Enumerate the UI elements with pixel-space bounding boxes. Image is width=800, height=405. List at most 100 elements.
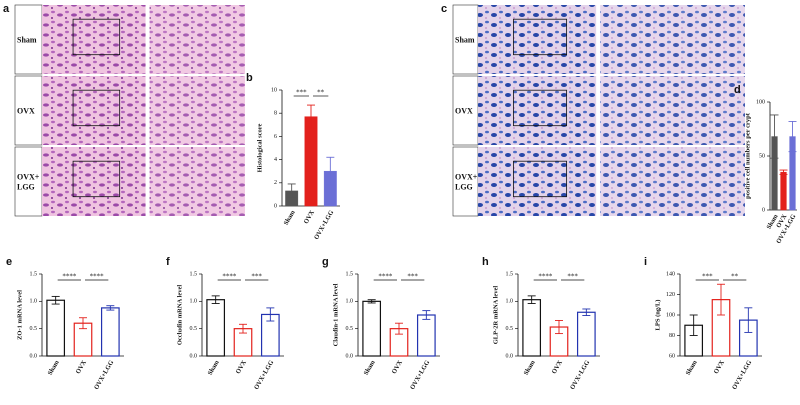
significance-label: *** [251,273,262,281]
panel-letter: f [166,256,170,268]
x-tick-label: OVX+LGG [313,209,335,241]
panel-letter: e [6,256,12,268]
bar [46,299,66,357]
zoom-box [513,18,568,56]
bar [304,116,318,207]
bar [780,171,787,211]
y-tick-label: 80 [669,333,675,339]
micrograph [42,5,146,74]
panel-letter: i [644,256,647,268]
row-label-cell [452,4,479,75]
micrograph [42,147,146,216]
x-tick-label: Sham [47,359,61,377]
y-tick-label: 0.5 [30,326,38,332]
x-tick-label: OVX+LGG [409,359,431,391]
x-tick-label: OVX [713,359,726,375]
micrograph-zoom [600,5,745,74]
panel-letter: h [482,256,489,268]
panel-letter: c [441,3,447,15]
y-tick-label: 60 [669,353,675,359]
row-label-cell [14,146,43,217]
significance-label: *** [407,273,418,281]
y-tick-label: 1.0 [30,299,38,305]
significance-label: *** [567,273,578,281]
y-axis-label: ZO-1 mRNA level [16,290,23,340]
micrograph-zoom [149,5,245,74]
y-tick-label: 120 [666,292,675,298]
bar [522,299,542,357]
significance-label: **** [62,273,77,281]
bar [416,314,436,357]
y-tick-label: 1.0 [506,299,514,305]
y-tick-label: 2 [274,180,277,186]
panel-letter: g [322,256,329,268]
x-tick-label: OVX+LGG [569,359,591,391]
y-tick-label: 1.5 [30,271,38,277]
y-axis-label: Occludin mRNA level [176,285,183,345]
y-axis-label: Claudin-1 mRNA level [332,283,339,346]
x-tick-label: OVX+LGG [253,359,275,391]
bar [100,307,120,357]
significance-label: **** [222,273,237,281]
y-tick-label: 6 [274,134,277,140]
bar [206,299,226,357]
x-tick-label: OVX [551,359,564,375]
x-tick-label: Sham [207,359,221,377]
bar [576,311,596,357]
y-tick-label: 4 [274,157,277,163]
significance-label: ** [731,273,739,281]
row-label: Sham [17,35,37,44]
y-tick-label: 8 [274,111,277,117]
row-label: OVX [17,106,35,115]
row-label: LGG [17,182,35,191]
zoom-box [72,89,121,127]
y-tick-label: 1.5 [190,271,198,277]
x-tick-label: Sham [523,359,537,377]
y-tick-label: 0.0 [190,353,198,359]
panel-letter: a [3,3,10,15]
significance-label: **** [90,273,105,281]
y-tick-label: 1.0 [190,299,198,305]
micrograph [478,76,597,145]
x-tick-label: Sham [363,359,377,377]
micrograph-zoom [600,147,745,216]
y-tick-label: 0 [762,207,765,213]
y-tick-label: 0.0 [30,353,38,359]
y-tick-label: 1.5 [506,271,514,277]
row-label: Sham [455,35,475,44]
y-tick-label: 10 [271,87,277,93]
row-label-cell [14,75,43,146]
y-tick-label: 0.5 [346,326,354,332]
y-tick-label: 50 [759,153,765,159]
y-tick-label: 1.0 [346,299,354,305]
x-tick-label: OVX+LGG [93,359,115,391]
y-tick-label: 1.5 [346,271,354,277]
zoom-box [72,18,121,56]
row-label-cell [452,146,479,217]
y-axis-label: LPS (ng/L) [654,300,661,331]
x-tick-label: OVX+LGG [731,359,753,391]
row-label-cell [14,4,43,75]
zoom-box [513,89,568,127]
significance-label: *** [702,273,713,281]
y-tick-label: 100 [756,99,765,105]
x-tick-label: OVX [303,209,316,225]
x-tick-label: OVX [391,359,404,375]
significance-label: **** [378,273,393,281]
x-tick-label: Sham [685,359,699,377]
bar [362,300,382,357]
micrograph-zoom [149,76,245,145]
micrograph [42,76,146,145]
significance-label: *** [296,89,307,97]
y-axis-label: positive cell numbers per crypt [744,112,751,199]
x-tick-label: OVX [235,359,248,375]
y-tick-label: 0.0 [506,353,514,359]
y-tick-label: 0.0 [346,353,354,359]
panel-letter: d [734,84,741,96]
y-axis-label: GLP-2R mRNA level [492,286,499,345]
micrograph [478,147,597,216]
micrograph [478,5,597,74]
micrograph-zoom [600,76,745,145]
y-tick-label: 0.5 [190,326,198,332]
x-tick-label: Sham [283,209,297,227]
